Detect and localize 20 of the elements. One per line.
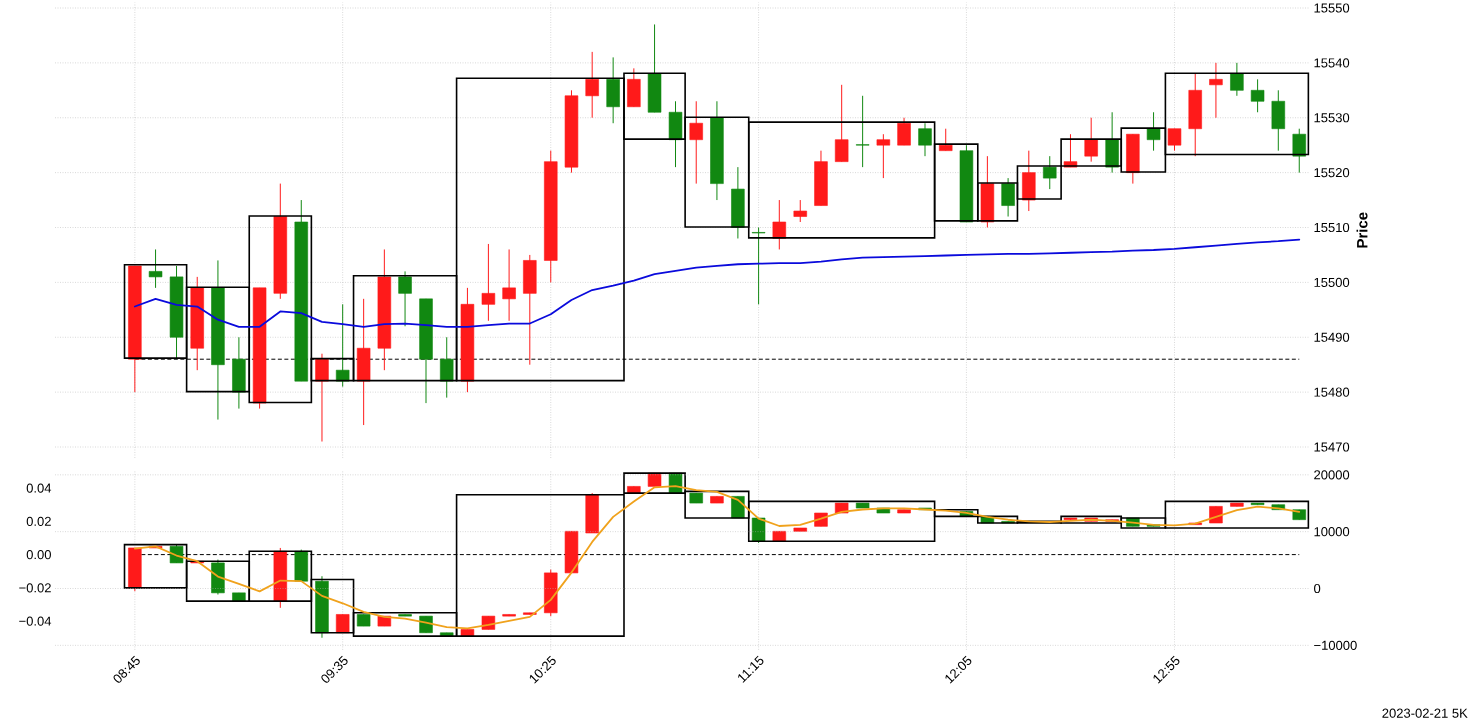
y-tick-label: −0.04 bbox=[19, 616, 52, 626]
y-tick-label: 15540 bbox=[1314, 58, 1350, 68]
y-tick-label: 15520 bbox=[1314, 168, 1350, 178]
y-tick-label: 15480 bbox=[1314, 387, 1350, 397]
y-tick-label: −0.02 bbox=[19, 583, 51, 593]
y-tick-label: 15530 bbox=[1314, 113, 1350, 123]
y2-tick-label: 20000 bbox=[1314, 470, 1350, 480]
y-tick-label: 15490 bbox=[1314, 332, 1350, 342]
y-tick-label: 15500 bbox=[1314, 277, 1350, 287]
y-tick-label: 0.02 bbox=[26, 516, 51, 526]
y-tick-label: 15470 bbox=[1314, 442, 1350, 452]
text: 2023-02-21 5K bbox=[1382, 708, 1468, 718]
y-tick-label: 15510 bbox=[1314, 222, 1350, 233]
y-axis-title: Price bbox=[1356, 212, 1368, 248]
y2-tick-label: 10000 bbox=[1314, 527, 1350, 537]
y-tick-label: 0.00 bbox=[26, 550, 51, 560]
y-tick-label: 15550 bbox=[1314, 3, 1350, 13]
y2-tick-label: 0 bbox=[1314, 583, 1321, 594]
y-tick-label: 0.04 bbox=[26, 483, 52, 493]
y2-tick-label: −10000 bbox=[1314, 640, 1357, 650]
